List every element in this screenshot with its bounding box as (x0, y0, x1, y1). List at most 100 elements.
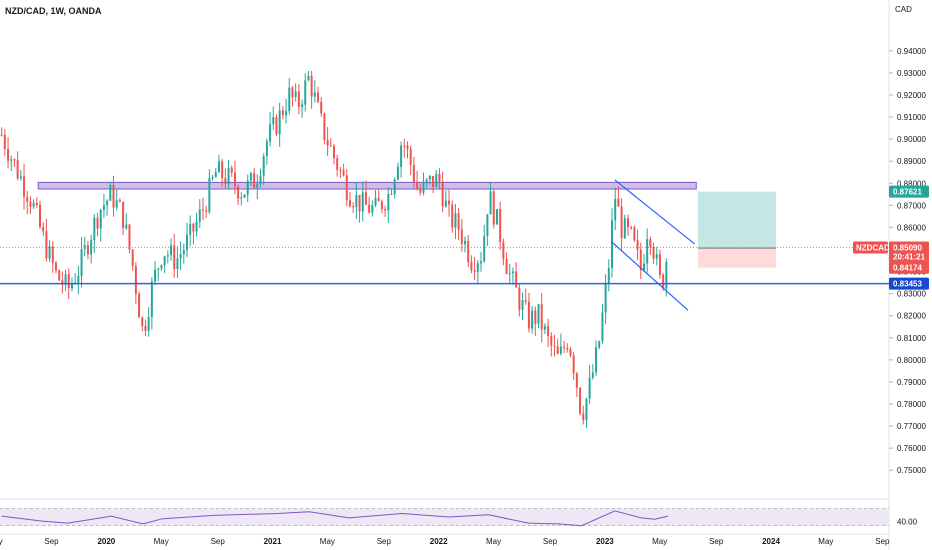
candle-body (451, 204, 454, 228)
y-tick-label: 0.92000 (897, 91, 926, 100)
x-tick-label: Sep (875, 537, 890, 546)
candle-body (361, 192, 364, 212)
candle-body (371, 205, 374, 213)
target-tag-bg (889, 185, 929, 198)
candle-body (269, 124, 272, 142)
support-tag-text: 0.83453 (893, 280, 922, 289)
x-tick-label: May (486, 537, 501, 546)
candle-body (617, 198, 620, 207)
candle-body (61, 280, 64, 285)
candle-body (317, 92, 320, 102)
candle-body (607, 267, 610, 284)
candle-body (233, 172, 236, 187)
candle-body (368, 204, 371, 213)
candle-body (377, 197, 380, 202)
candle-body (588, 377, 591, 399)
candle-body (355, 194, 358, 208)
support-tag-bg (889, 277, 929, 290)
x-tick-label: Sep (211, 537, 226, 546)
candle-body (150, 281, 153, 318)
candlestick-series (0, 70, 668, 429)
long-position-tool[interactable] (0, 191, 889, 268)
candle-body (147, 317, 150, 331)
candle-body (118, 200, 121, 202)
stop-zone (697, 248, 777, 268)
candle-body (326, 139, 329, 146)
candle-body (141, 317, 144, 326)
candle-body (658, 254, 661, 275)
candle-body (543, 326, 546, 330)
candle-body (441, 181, 444, 207)
resistance-zone-rect (37, 181, 697, 190)
candle-body (409, 148, 412, 165)
candle-body (550, 336, 553, 346)
candle-body (205, 210, 208, 212)
candle-body (249, 173, 252, 181)
candle-body (384, 209, 387, 211)
y-tick-label: 0.86000 (897, 223, 926, 232)
candle-body (90, 240, 93, 255)
candle-body (304, 80, 307, 105)
y-tick-label: 0.75000 (897, 466, 926, 475)
candle-body (217, 161, 220, 173)
candle-body (511, 271, 514, 274)
candle-body (540, 304, 543, 330)
candle-body (173, 245, 176, 269)
candle-body (122, 201, 125, 229)
y-tick-label: 0.91000 (897, 113, 926, 122)
candle-body (256, 183, 259, 188)
candle-body (192, 223, 195, 232)
candle-body (138, 293, 141, 318)
y-tick-label: 0.82000 (897, 312, 926, 321)
candle-body (393, 179, 396, 195)
x-tick-label: 2023 (596, 537, 614, 546)
y-tick-label: 0.79000 (897, 378, 926, 387)
candle-body (294, 91, 297, 98)
candle-body (499, 209, 502, 243)
symbol-label-bg (853, 241, 888, 254)
candle-body (102, 205, 105, 210)
time-axis[interactable]: May Sep 2020 May Sep 2021 May Sep 2022 May Sep 2023… (0, 537, 890, 546)
x-tick-label: 2021 (264, 537, 282, 546)
candle-body (569, 349, 572, 356)
candle-body (492, 191, 495, 225)
candle-body (23, 176, 26, 197)
candle-body (547, 326, 550, 337)
candle-body (614, 198, 617, 221)
candle-body (278, 110, 281, 135)
candle-body (595, 347, 598, 373)
trend-lines[interactable] (0, 179, 889, 311)
candle-body (154, 269, 157, 282)
candle-body (396, 166, 399, 180)
candle-body (566, 347, 569, 350)
candle-body (403, 145, 406, 147)
candle-body (262, 156, 265, 176)
candle-body (64, 274, 67, 285)
candle-body (611, 220, 614, 268)
candle-body (630, 227, 633, 229)
stop-tag-bg (889, 261, 929, 274)
candle-body (438, 173, 441, 182)
candle-body (435, 173, 438, 188)
candle-body (275, 117, 278, 135)
candle-body (99, 209, 102, 229)
y-tick-label: 0.87000 (897, 201, 926, 210)
candle-body (400, 145, 403, 167)
candle-body (348, 200, 351, 207)
candle-body (649, 239, 652, 247)
candle-body (502, 242, 505, 260)
candle-body (29, 201, 32, 207)
resistance-zone[interactable] (37, 181, 697, 190)
symbol-label-text: NZDCAD (856, 243, 890, 252)
y-tick-label: 0.89000 (897, 157, 926, 166)
x-tick-label: May (320, 537, 335, 546)
candle-body (416, 182, 419, 190)
candle-body (342, 170, 345, 176)
candle-body (35, 202, 38, 205)
rsi-pane: 40.00 (0, 508, 918, 526)
candle-body (575, 373, 578, 388)
x-tick-label: 2024 (762, 537, 780, 546)
candle-body (51, 246, 54, 263)
candle-body (604, 283, 607, 313)
